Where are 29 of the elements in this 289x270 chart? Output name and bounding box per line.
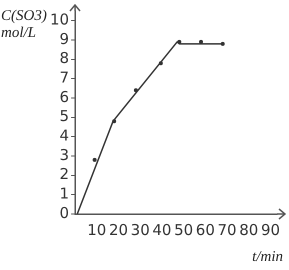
y-tick-label: 6 (60, 88, 70, 106)
point (134, 88, 138, 92)
y-tick-label: 9 (60, 30, 70, 48)
x-axis-title: t/min (252, 249, 283, 266)
y-axis-title: C(SO3) mol/L (1, 8, 47, 41)
x-tick-label: 30 (130, 220, 150, 239)
point (199, 40, 204, 44)
point (158, 61, 163, 66)
y-tick-label: 2 (60, 165, 70, 184)
point (92, 158, 97, 162)
y-tick-label: 8 (60, 49, 70, 68)
x-tick-label: 20 (108, 220, 128, 239)
x-tick-label: 70 (218, 220, 237, 239)
x-tick-label: 10 (87, 220, 106, 239)
x-tick-label: 40 (152, 220, 172, 239)
x-tick-label: 80 (239, 220, 258, 239)
y-tick-label: 7 (60, 68, 70, 87)
point (177, 40, 182, 44)
y-tick-label: 10 (50, 10, 70, 29)
y-tick-label: 0 (60, 204, 70, 222)
y-tick-label: 1 (60, 184, 70, 203)
y-tick-label: 3 (60, 146, 70, 164)
x-tick-label: 50 (174, 220, 194, 239)
point (112, 119, 116, 124)
point (220, 42, 225, 46)
x-tick-label: 90 (260, 220, 280, 239)
y-tick-label: 5 (60, 107, 70, 126)
x-tick-label: 60 (196, 220, 215, 239)
y-tick-label: 4 (60, 126, 70, 145)
